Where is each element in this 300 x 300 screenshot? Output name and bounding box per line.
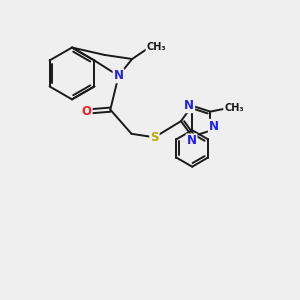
Text: CH₃: CH₃ (146, 42, 166, 52)
Text: N: N (184, 99, 194, 112)
Text: N: N (187, 134, 196, 148)
Text: S: S (150, 131, 159, 144)
Text: N: N (209, 120, 219, 133)
Text: O: O (82, 105, 92, 118)
Text: N: N (114, 69, 124, 82)
Text: CH₃: CH₃ (224, 103, 244, 113)
